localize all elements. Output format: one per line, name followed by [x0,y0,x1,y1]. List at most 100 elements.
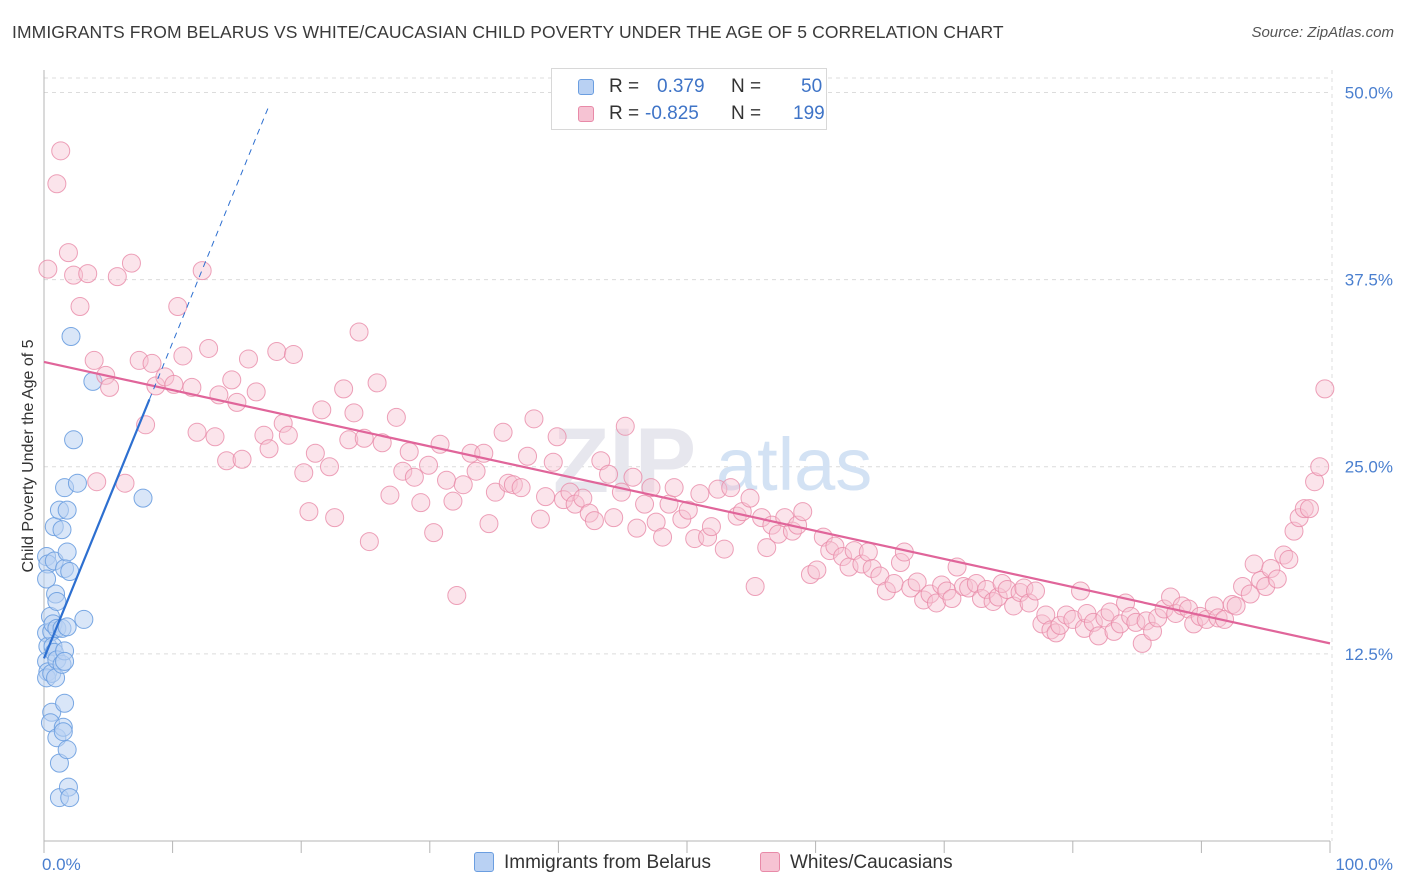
legend-swatch-pink [760,852,780,872]
watermark: ZIP atlas [553,410,872,512]
data-point-belarus [55,693,75,713]
data-point-whites [334,379,354,399]
data-point-whites [121,253,141,273]
data-point-belarus [52,520,72,540]
legend-item-belarus[interactable]: Immigrants from Belarus [474,852,711,874]
data-point-whites [793,502,813,522]
data-point-whites [466,461,486,481]
series-belarus-points [37,326,153,808]
data-point-belarus [55,651,75,671]
data-point-whites [604,508,624,528]
data-point-whites [51,141,71,161]
data-point-whites [1136,611,1156,631]
data-point-whites [565,494,585,514]
data-point-whites [584,511,604,531]
data-point-whites [876,581,896,601]
data-point-whites [411,493,431,513]
data-point-belarus [57,740,77,760]
data-point-whites [217,451,237,471]
data-point-whites [511,478,531,498]
stats-r-label: R = [609,103,640,124]
data-point-whites [536,487,556,507]
y-tick-label: 12.5% [1345,645,1393,664]
data-point-whites [78,264,98,284]
data-point-whites [199,338,219,358]
legend-label-belarus: Immigrants from Belarus [504,852,711,873]
data-point-whites [1041,620,1061,640]
data-point-whites [932,575,952,595]
stats-n-value: 50 [801,76,823,97]
data-point-whites [1014,578,1034,598]
data-point-whites [1310,457,1330,477]
data-point-whites [493,422,513,442]
data-point-whites [419,455,439,475]
trend-layer [42,105,1331,659]
data-point-belarus [47,591,67,611]
data-point-belarus [64,430,84,450]
data-point-whites [966,574,986,594]
data-point-whites [64,265,84,285]
data-point-whites [701,517,721,537]
stats-r-value: 0.379 [657,76,705,97]
legend-swatch-blue [474,852,494,872]
data-point-whites [664,478,684,498]
data-point-whites [1233,576,1253,596]
data-point-whites [635,494,655,514]
data-point-whites [884,574,904,594]
data-point-belarus [37,569,57,589]
data-point-whites [907,572,927,592]
data-point-whites [1036,605,1056,625]
data-point-whites [344,403,364,423]
data-point-whites [299,502,319,522]
data-point-whites [399,442,419,462]
data-point-whites [1279,550,1299,570]
data-point-whites [205,427,225,447]
data-point-whites [372,433,392,453]
data-point-whites [1299,499,1319,519]
data-point-whites [404,467,424,487]
watermark-atlas: atlas [716,423,872,506]
data-point-whites [825,536,845,556]
x-tick-label-max: 100.0% [1335,855,1393,874]
data-point-whites [1110,614,1130,634]
data-point-whites [599,464,619,484]
data-point-whites [1026,581,1046,601]
data-point-whites [173,346,193,366]
data-point-whites [1184,614,1204,634]
data-point-whites [833,547,853,567]
legend-item-whites[interactable]: Whites/Caucasians [760,852,953,874]
data-point-whites [367,373,387,393]
trend-line-belarus-extension [148,105,270,400]
data-point-whites [283,344,303,364]
data-point-belarus [133,488,153,508]
data-point-whites [757,538,777,558]
data-point-whites [1267,569,1287,589]
data-point-whites [84,350,104,370]
data-point-whites [690,484,710,504]
data-point-whites [721,478,741,498]
data-point-belarus [57,542,77,562]
data-point-whites [641,478,661,498]
data-point-whites [453,475,473,495]
data-point-whites [100,377,120,397]
data-point-whites [997,579,1017,599]
data-point-whites [745,576,765,596]
data-point-whites [503,475,523,495]
stats-r-value: -0.825 [645,103,699,124]
data-point-whites [1315,379,1335,399]
data-point-whites [232,449,252,469]
data-point-belarus [53,722,73,742]
data-point-whites [305,443,325,463]
data-point-whites [698,527,718,547]
data-point-whites [187,422,207,442]
data-point-whites [168,297,188,317]
data-point-whites [615,416,635,436]
data-point-whites [47,174,67,194]
data-point-belarus [57,617,77,637]
data-point-whites [653,527,673,547]
data-point-whites [1256,576,1276,596]
data-point-whites [1050,615,1070,635]
data-point-whites [267,341,287,361]
data-point-whites [87,472,107,492]
